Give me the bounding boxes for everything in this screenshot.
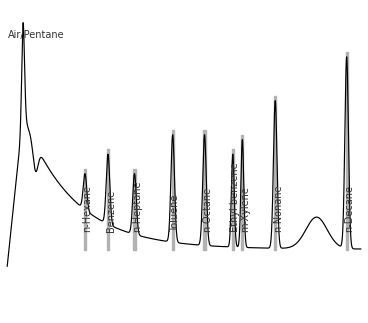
Text: Air/Pentane: Air/Pentane	[8, 30, 65, 40]
Text: Ethyl benzene: Ethyl benzene	[230, 162, 240, 232]
Text: m-Xylene: m-Xylene	[240, 186, 250, 232]
Text: n-Nonane: n-Nonane	[273, 185, 283, 232]
Text: Toluene: Toluene	[170, 195, 180, 232]
Text: Benzene: Benzene	[106, 190, 116, 232]
Text: n-Octane: n-Octane	[202, 187, 212, 232]
Text: n-Heptane: n-Heptane	[132, 181, 142, 232]
Text: n-Decane: n-Decane	[344, 185, 354, 232]
Text: n-Hexane: n-Hexane	[82, 185, 92, 232]
